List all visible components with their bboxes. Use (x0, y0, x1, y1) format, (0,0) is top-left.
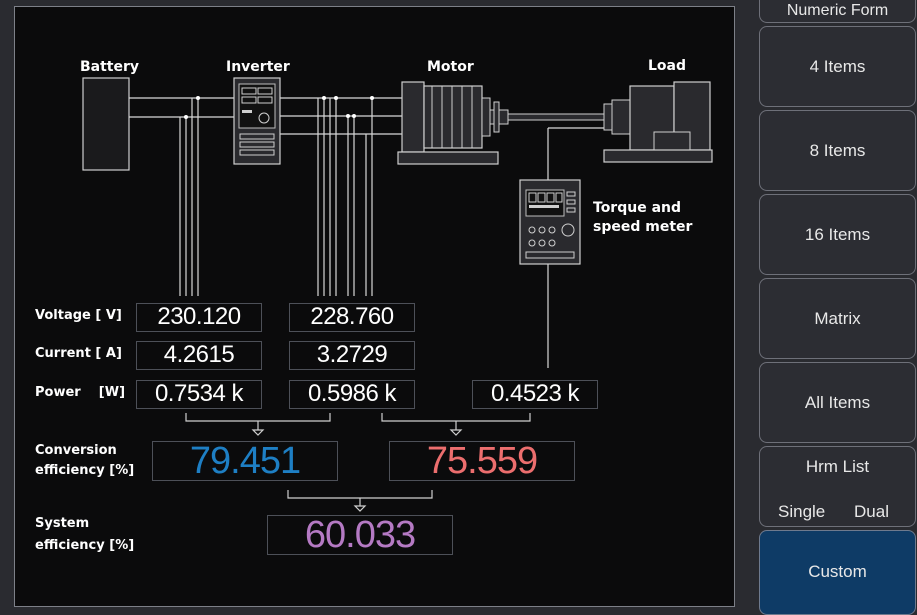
power-input-value: 0.7534 k (136, 380, 262, 409)
current-label: Current [ A] (35, 346, 122, 361)
hrm-list-single-option[interactable]: Single (778, 502, 826, 521)
menu-custom-label: Custom (808, 562, 867, 581)
load-label: Load (648, 58, 687, 74)
torque-meter-device (519, 179, 581, 265)
menu-16-items-label: 16 Items (804, 225, 871, 244)
hrm-list-dual-option[interactable]: Dual (854, 502, 889, 521)
menu-all-items-label: All Items (804, 393, 871, 412)
menu-8-items-label: 8 Items (809, 141, 866, 160)
current-output-value: 3.2729 (289, 341, 415, 370)
menu-4-items-button[interactable]: 4 Items (759, 26, 916, 107)
menu-8-items-button[interactable]: 8 Items (759, 110, 916, 191)
battery-block (82, 77, 130, 171)
inverter-label: Inverter (226, 59, 290, 75)
current-input-value: 4.2615 (136, 341, 262, 370)
numeric-form-title-text: Numeric Form (786, 2, 889, 19)
menu-custom-button[interactable]: Custom (759, 530, 916, 615)
menu-hrm-list-button[interactable]: Hrm List Single Dual (759, 446, 916, 527)
meter-label-line1: Torque and (593, 200, 682, 216)
system-efficiency-label-line2: efficiency [%] (35, 538, 135, 553)
menu-matrix-label: Matrix (814, 309, 861, 328)
conversion-efficiency-1-value: 79.451 (152, 441, 338, 481)
voltage-label: Voltage [ V] (35, 308, 122, 323)
menu-4-items-label: 4 Items (809, 57, 866, 76)
mechanical-power-value: 0.4523 k (472, 380, 598, 409)
conversion-efficiency-label-line2: efficiency [%] (35, 463, 135, 478)
system-efficiency-label-line1: System (35, 516, 90, 531)
battery-label: Battery (80, 59, 140, 75)
menu-matrix-button[interactable]: Matrix (759, 278, 916, 359)
menu-all-items-button[interactable]: All Items (759, 362, 916, 443)
power-label: Power [W] (35, 385, 126, 400)
motor-label: Motor (427, 59, 474, 75)
meter-label-line2: speed meter (593, 219, 693, 235)
power-output-value: 0.5986 k (289, 380, 415, 409)
conversion-efficiency-2-value: 75.559 (389, 441, 575, 481)
motor-device (397, 81, 605, 165)
inverter-device (233, 77, 281, 165)
numeric-form-title: Numeric Form (759, 0, 916, 23)
conversion-efficiency-label-line1: Conversion (35, 443, 117, 458)
voltage-output-value: 228.760 (289, 303, 415, 332)
load-device (603, 81, 713, 163)
menu-16-items-button[interactable]: 16 Items (759, 194, 916, 275)
hrm-list-title: Hrm List (805, 457, 870, 476)
system-efficiency-value: 60.033 (267, 515, 453, 555)
voltage-input-value: 230.120 (136, 303, 262, 332)
